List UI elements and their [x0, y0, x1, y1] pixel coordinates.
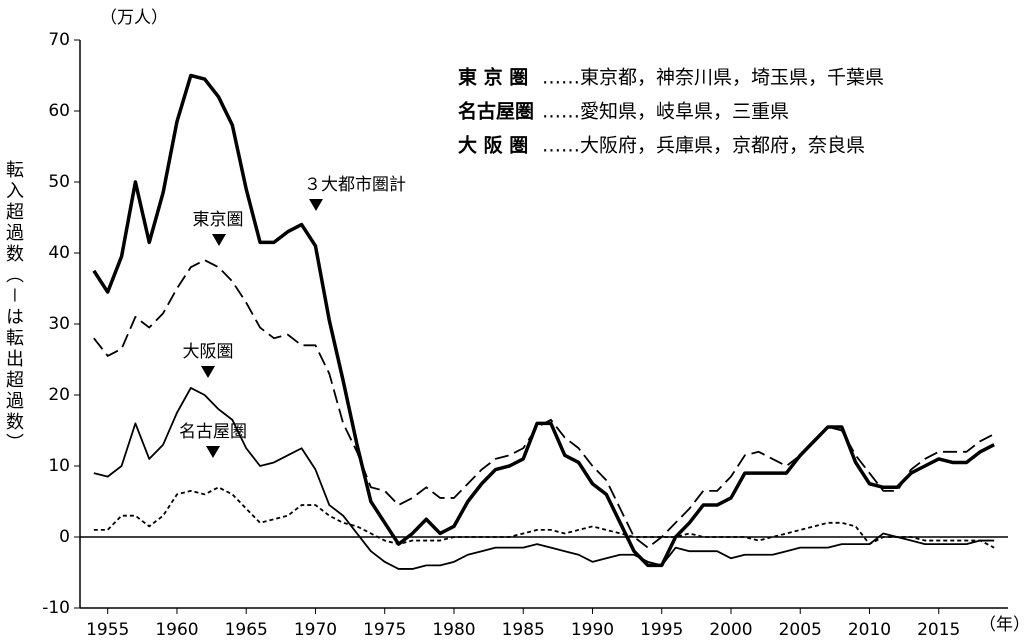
note-members: ……大阪府，兵庫県，京都府，奈良県 [542, 135, 865, 157]
series-label: 大阪圏 [183, 342, 234, 362]
y-tick-label: 40 [48, 243, 70, 263]
y-tick-label: -10 [42, 598, 70, 618]
pointer [212, 234, 226, 246]
x-tick-label: 1975 [363, 620, 406, 640]
series-line [93, 259, 995, 549]
y-axis-label: 転入超過数（－は転出超過数） [3, 160, 24, 454]
note-members: ……東京都，神奈川県，埼玉県，千葉県 [542, 67, 884, 89]
series-line [93, 486, 995, 549]
series-label: ３大都市圏計 [304, 175, 406, 195]
y-tick-label: 30 [48, 314, 70, 334]
y-tick-label: 70 [48, 30, 70, 50]
y-tick-label: 10 [48, 456, 70, 476]
y-tick-label: 20 [48, 385, 70, 405]
x-tick-label: 2015 [917, 620, 960, 640]
y-tick-label: 60 [48, 101, 70, 121]
x-unit: （年） [979, 615, 1030, 635]
pointer [201, 366, 215, 378]
x-tick-label: 1985 [502, 620, 545, 640]
pointer [206, 446, 220, 458]
y-tick-label: 0 [59, 527, 70, 547]
y-tick-label: 50 [48, 172, 70, 192]
series-label: 名古屋圏 [179, 422, 247, 442]
x-tick-label: 1965 [225, 620, 268, 640]
series-label: 東京圏 [193, 210, 244, 230]
pointer [309, 199, 323, 211]
x-tick-label: 1960 [155, 620, 198, 640]
x-tick-label: 1980 [432, 620, 475, 640]
series-line [93, 387, 995, 570]
x-tick-label: 2000 [709, 620, 752, 640]
note-name: 大 阪 圏 [458, 134, 528, 157]
note-name: 東 京 圏 [458, 66, 528, 89]
note-name: 名古屋圏 [458, 100, 534, 123]
y-unit: （万人） [100, 8, 168, 28]
x-tick-label: 1995 [640, 620, 683, 640]
x-tick-label: 2005 [779, 620, 822, 640]
x-tick-label: 1955 [86, 620, 129, 640]
note-members: ……愛知県，岐阜県，三重県 [542, 101, 789, 123]
x-tick-label: 2010 [848, 620, 891, 640]
x-tick-label: 1970 [294, 620, 337, 640]
x-tick-label: 1990 [571, 620, 614, 640]
